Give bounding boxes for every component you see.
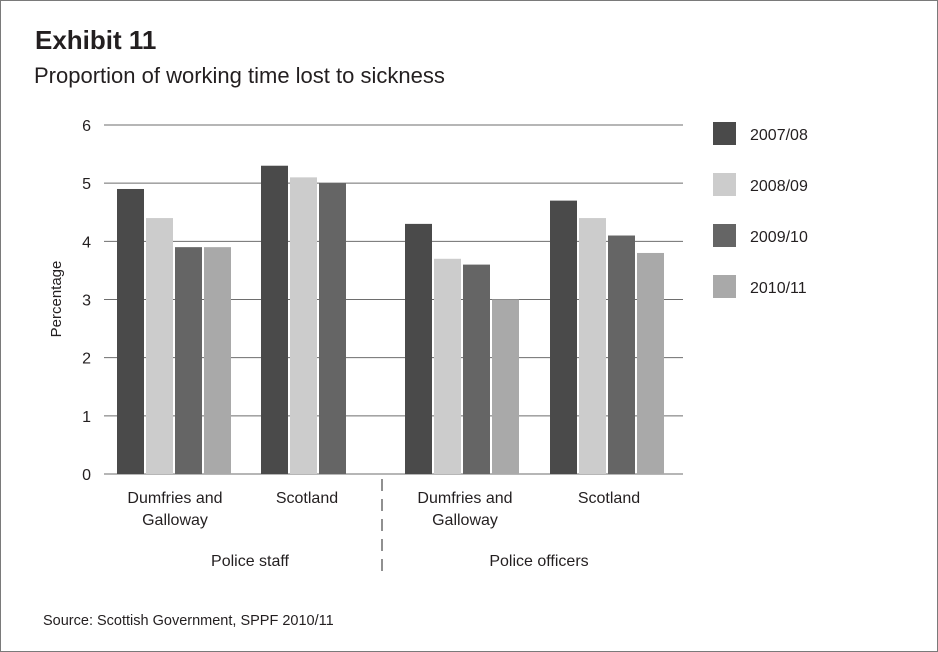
legend-label: 2010/11: [750, 280, 807, 297]
legend-label: 2008/09: [750, 178, 808, 195]
source-note: Source: Scottish Government, SPPF 2010/1…: [43, 613, 334, 629]
legend: 2007/08 2008/09 2009/10 2010/11: [713, 122, 808, 298]
chart-subtitle: Proportion of working time lost to sickn…: [34, 63, 445, 88]
legend-swatch: [713, 122, 736, 145]
bar: [204, 247, 231, 474]
bar: [146, 218, 173, 474]
bar: [434, 258, 461, 474]
bar: [261, 165, 288, 474]
category-label: Scotland: [578, 490, 640, 507]
bar: [492, 299, 519, 474]
y-tick-label: 1: [82, 409, 91, 426]
bar: [579, 218, 606, 474]
category-label: Galloway: [142, 512, 208, 529]
axis-labels: 0 1 2 3 4 5 6 Percentage Dumfries and Galloway Sco…: [48, 118, 640, 570]
y-axis-label: Percentage: [48, 261, 65, 338]
y-tick-label: 2: [82, 351, 91, 368]
y-tick-label: 3: [82, 293, 91, 310]
category-label: Galloway: [432, 512, 498, 529]
bar-chart: 0 1 2 3 4 5 6 Percentage Dumfries and Galloway Sco…: [48, 118, 808, 576]
category-label: Scotland: [276, 490, 338, 507]
legend-label: 2009/10: [750, 229, 808, 246]
legend-swatch: [713, 275, 736, 298]
bar: [175, 247, 202, 474]
group-label: Police officers: [489, 553, 588, 570]
bars: [117, 165, 664, 474]
y-tick-label: 6: [82, 118, 91, 135]
exhibit-title: Exhibit 11: [35, 25, 157, 55]
bar: [550, 200, 577, 474]
category-label: Dumfries and: [127, 490, 222, 507]
bar: [637, 252, 664, 474]
y-tick-label: 0: [82, 467, 91, 484]
bar: [117, 188, 144, 474]
y-tick-label: 5: [82, 176, 91, 193]
legend-swatch: [713, 224, 736, 247]
bar: [463, 264, 490, 474]
bar: [405, 223, 432, 474]
y-tick-label: 4: [82, 234, 91, 251]
bar: [608, 235, 635, 474]
bar: [319, 183, 346, 474]
bar: [290, 177, 317, 474]
legend-label: 2007/08: [750, 127, 808, 144]
category-label: Dumfries and: [417, 490, 512, 507]
group-label: Police staff: [211, 553, 290, 570]
legend-swatch: [713, 173, 736, 196]
